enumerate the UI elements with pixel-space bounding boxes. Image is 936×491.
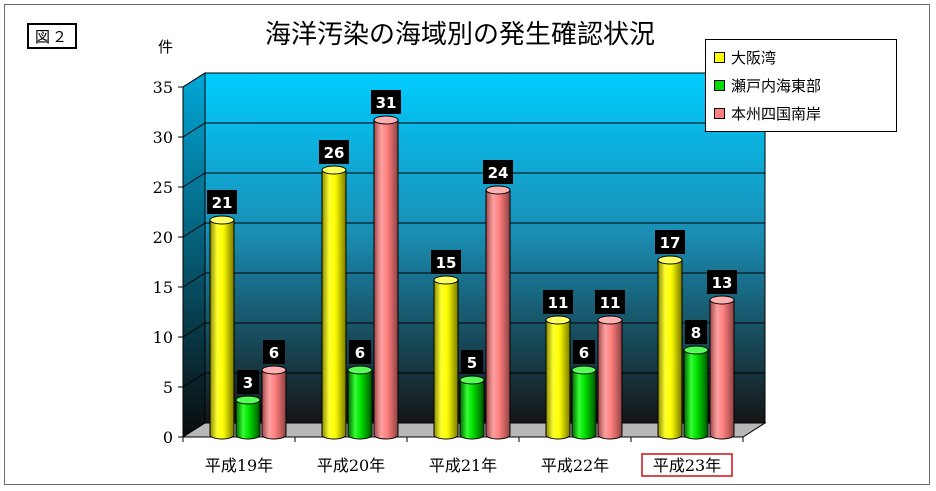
y-tick-label: 25 bbox=[153, 178, 173, 197]
bar bbox=[321, 165, 347, 440]
data-label: 8 bbox=[685, 320, 707, 344]
side-wall bbox=[182, 72, 206, 438]
svg-text:8: 8 bbox=[691, 324, 701, 342]
y-axis-unit-label: 件 bbox=[158, 38, 174, 56]
svg-text:13: 13 bbox=[712, 274, 733, 292]
svg-text:5: 5 bbox=[467, 354, 477, 372]
y-tick-label: 35 bbox=[153, 78, 173, 97]
y-tick-label: 5 bbox=[163, 378, 173, 397]
y-tick-label: 20 bbox=[153, 228, 173, 247]
gridlines bbox=[182, 72, 765, 388]
data-label: 6 bbox=[263, 340, 285, 364]
data-label: 31 bbox=[371, 90, 401, 114]
svg-text:6: 6 bbox=[579, 344, 589, 362]
bar bbox=[433, 275, 459, 440]
figure-label: 図２ bbox=[27, 23, 77, 49]
data-label: 5 bbox=[461, 350, 483, 374]
x-tick-label: 平成23年 bbox=[653, 456, 721, 475]
svg-text:24: 24 bbox=[488, 164, 509, 182]
bar bbox=[373, 115, 399, 440]
data-label: 11 bbox=[595, 290, 625, 314]
data-label: 3 bbox=[237, 370, 259, 394]
legend-item-osaka-bay: 大阪湾 bbox=[714, 43, 896, 71]
x-tick-label: 平成20年 bbox=[317, 456, 385, 475]
bar bbox=[683, 345, 709, 440]
svg-text:6: 6 bbox=[269, 344, 279, 362]
y-tick-label: 30 bbox=[153, 128, 173, 147]
bar bbox=[235, 395, 261, 440]
svg-text:3: 3 bbox=[243, 374, 253, 392]
svg-text:17: 17 bbox=[660, 234, 681, 252]
bar bbox=[545, 315, 571, 440]
bar bbox=[261, 365, 287, 440]
legend-label: 瀬戸内海東部 bbox=[731, 76, 822, 95]
svg-text:11: 11 bbox=[600, 294, 621, 312]
data-label: 21 bbox=[207, 190, 237, 214]
svg-text:15: 15 bbox=[436, 254, 457, 272]
svg-text:31: 31 bbox=[376, 94, 397, 112]
data-label: 6 bbox=[349, 340, 371, 364]
legend: 大阪湾 瀬戸内海東部 本州四国南岸 bbox=[705, 39, 897, 132]
svg-text:11: 11 bbox=[548, 294, 569, 312]
y-tick-label: 0 bbox=[163, 428, 173, 447]
legend-swatch bbox=[714, 51, 725, 63]
svg-text:6: 6 bbox=[355, 344, 365, 362]
gridline bbox=[182, 222, 765, 238]
legend-label: 本州四国南岸 bbox=[731, 104, 822, 123]
y-tick-label: 15 bbox=[153, 278, 173, 297]
bar bbox=[209, 215, 235, 440]
legend-item-south-coast: 本州四国南岸 bbox=[714, 99, 896, 127]
legend-item-seto-east: 瀬戸内海東部 bbox=[714, 71, 896, 99]
x-tick-label: 平成22年 bbox=[541, 456, 609, 475]
x-tick-label: 平成21年 bbox=[429, 456, 497, 475]
bar bbox=[571, 365, 597, 440]
x-tick-label: 平成19年 bbox=[205, 456, 273, 475]
data-label: 11 bbox=[543, 290, 573, 314]
legend-swatch bbox=[714, 79, 725, 91]
legend-label: 大阪湾 bbox=[731, 48, 777, 67]
gridline bbox=[182, 172, 765, 188]
bar bbox=[657, 255, 683, 440]
bar bbox=[597, 315, 623, 440]
data-label: 24 bbox=[483, 160, 513, 184]
legend-swatch bbox=[714, 107, 725, 119]
bar bbox=[709, 295, 735, 440]
svg-text:21: 21 bbox=[212, 194, 233, 212]
data-label: 6 bbox=[573, 340, 595, 364]
gridline bbox=[182, 122, 765, 138]
bar bbox=[459, 375, 485, 440]
data-label: 13 bbox=[707, 270, 737, 294]
highlight-box bbox=[641, 453, 733, 477]
chart-title: 海洋汚染の海域別の発生確認状況 bbox=[264, 20, 655, 50]
gridline bbox=[182, 72, 765, 88]
data-label: 17 bbox=[655, 230, 685, 254]
data-label: 26 bbox=[319, 140, 349, 164]
bar bbox=[347, 365, 373, 440]
data-label: 15 bbox=[431, 250, 461, 274]
y-tick-label: 10 bbox=[153, 328, 173, 347]
bars bbox=[209, 115, 735, 440]
gridline bbox=[182, 272, 765, 288]
gridline bbox=[182, 322, 765, 338]
bar bbox=[485, 185, 511, 440]
svg-text:26: 26 bbox=[324, 144, 345, 162]
